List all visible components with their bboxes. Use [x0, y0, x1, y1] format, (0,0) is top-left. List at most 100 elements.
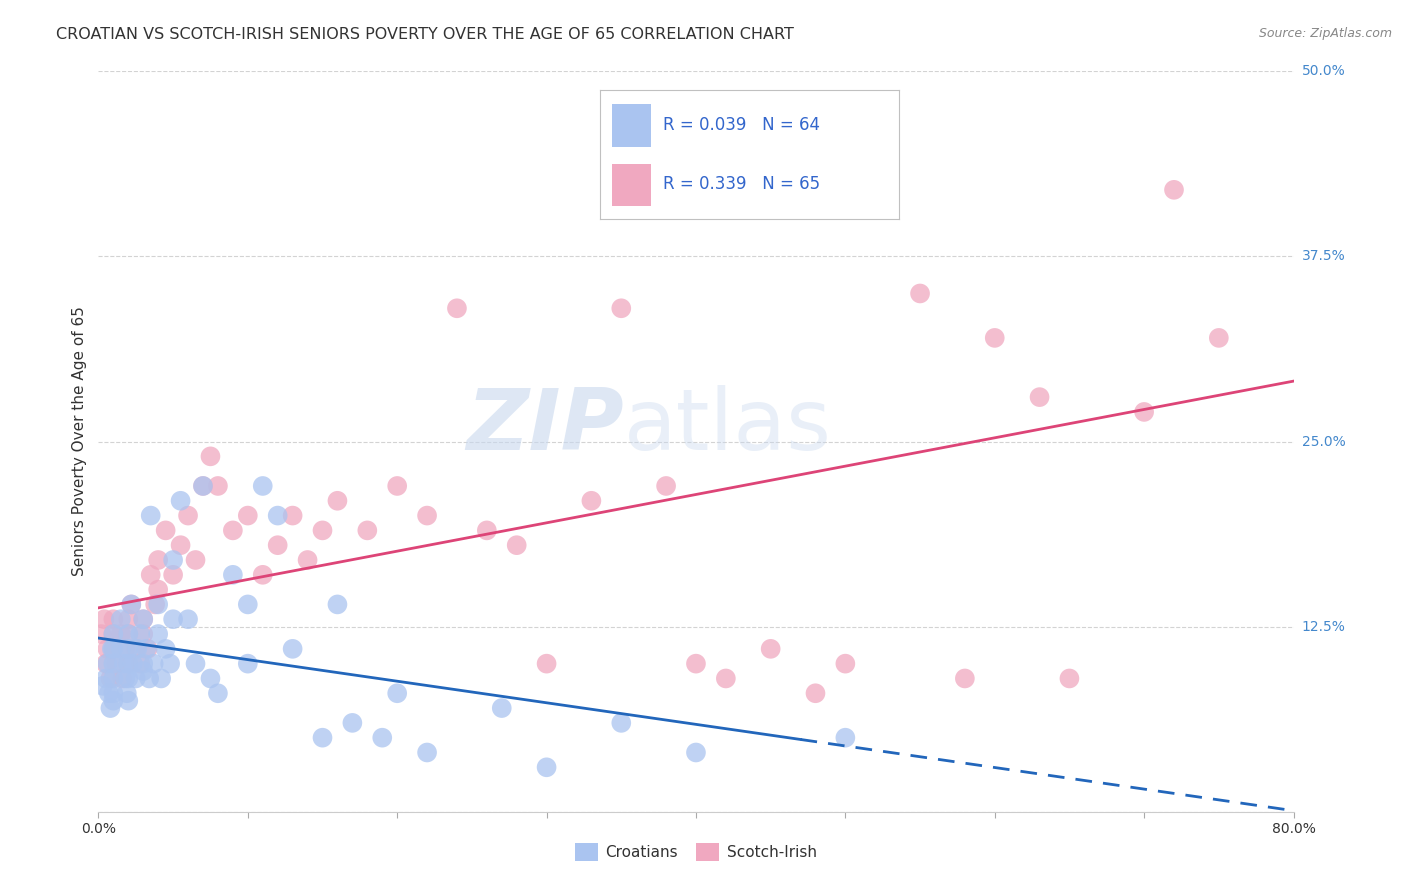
Point [1059, 672, 1081, 686]
Point [191, 479, 214, 493]
Point [222, 567, 245, 582]
Y-axis label: Seniors Poverty Over the Age of 65: Seniors Poverty Over the Age of 65 [72, 307, 87, 576]
Point [953, 672, 976, 686]
Point [148, 553, 170, 567]
Point [103, 657, 125, 671]
Point [184, 657, 207, 671]
Text: ZIP: ZIP [467, 385, 624, 468]
Point [908, 286, 931, 301]
Point [311, 731, 333, 745]
Point [121, 657, 143, 671]
Point [125, 672, 148, 686]
Point [475, 524, 498, 538]
Point [804, 686, 827, 700]
Point [155, 524, 177, 538]
Point [94, 657, 117, 671]
Point [446, 301, 468, 316]
Point [110, 641, 132, 656]
Point [159, 657, 181, 671]
Point [120, 598, 142, 612]
Text: 37.5%: 37.5% [1302, 250, 1346, 263]
Point [127, 641, 149, 656]
Point [98, 672, 122, 686]
Point [110, 627, 132, 641]
Point [207, 479, 229, 493]
Point [132, 612, 155, 626]
Point [101, 641, 124, 656]
Point [117, 694, 139, 708]
Point [138, 672, 160, 686]
Point [356, 524, 378, 538]
Point [96, 641, 118, 656]
Point [581, 493, 603, 508]
Point [177, 508, 200, 523]
Point [252, 567, 274, 582]
Point [117, 627, 139, 641]
Point [114, 641, 136, 656]
Point [117, 672, 139, 686]
Point [685, 657, 707, 671]
Point [236, 598, 259, 612]
Point [169, 538, 191, 552]
Text: Source: ZipAtlas.com: Source: ZipAtlas.com [1258, 27, 1392, 40]
Text: 12.5%: 12.5% [1302, 620, 1346, 633]
Point [103, 686, 125, 700]
Point [117, 657, 139, 671]
Point [610, 715, 633, 730]
Point [132, 612, 155, 626]
Point [184, 553, 207, 567]
Point [506, 538, 529, 552]
Point [114, 672, 136, 686]
Point [139, 508, 162, 523]
Point [117, 657, 139, 671]
Point [103, 672, 125, 686]
Point [132, 664, 155, 678]
Point [103, 612, 125, 626]
Point [103, 641, 125, 656]
Point [169, 493, 191, 508]
Point [252, 479, 274, 493]
Point [536, 657, 558, 671]
Point [129, 627, 152, 641]
Point [103, 694, 125, 708]
Point [371, 731, 394, 745]
Point [222, 524, 245, 538]
Point [135, 641, 157, 656]
Point [281, 508, 304, 523]
Legend: Croatians, Scotch-Irish: Croatians, Scotch-Irish [569, 838, 823, 867]
Point [311, 524, 333, 538]
Point [132, 657, 155, 671]
Point [139, 567, 162, 582]
Point [125, 641, 148, 656]
Text: atlas: atlas [624, 385, 832, 468]
Point [200, 450, 222, 464]
Point [112, 657, 135, 671]
Point [117, 627, 139, 641]
Point [148, 598, 170, 612]
Point [685, 746, 707, 760]
Point [1208, 331, 1230, 345]
Point [714, 672, 737, 686]
Text: 25.0%: 25.0% [1302, 434, 1346, 449]
Point [879, 94, 901, 108]
Point [103, 641, 125, 656]
Point [416, 508, 439, 523]
Text: CROATIAN VS SCOTCH-IRISH SENIORS POVERTY OVER THE AGE OF 65 CORRELATION CHART: CROATIAN VS SCOTCH-IRISH SENIORS POVERTY… [56, 27, 794, 42]
Point [834, 731, 856, 745]
Point [94, 672, 117, 686]
Point [90, 627, 112, 641]
Point [150, 672, 173, 686]
Point [1163, 183, 1185, 197]
Point [110, 612, 132, 626]
Point [103, 627, 125, 641]
Point [416, 746, 439, 760]
Point [536, 760, 558, 774]
Point [120, 598, 142, 612]
Point [148, 627, 170, 641]
Point [162, 553, 184, 567]
Point [610, 301, 633, 316]
Point [834, 657, 856, 671]
Point [1133, 405, 1156, 419]
Point [236, 508, 259, 523]
Point [236, 657, 259, 671]
